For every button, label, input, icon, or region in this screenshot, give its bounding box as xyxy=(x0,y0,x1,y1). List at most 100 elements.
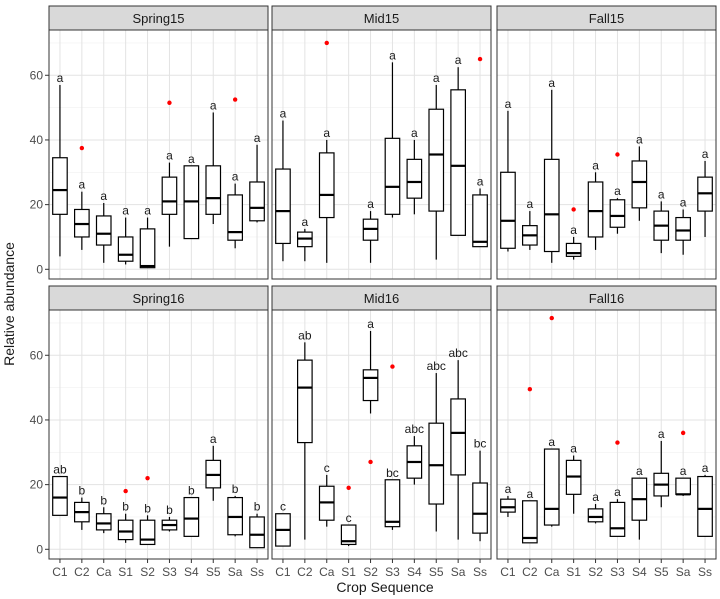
significance-label: a xyxy=(254,131,261,145)
y-tick-label: 60 xyxy=(30,348,44,362)
x-tick-label: Ss xyxy=(473,565,487,579)
y-tick-label: 0 xyxy=(36,542,43,556)
significance-label: a xyxy=(702,147,709,161)
significance-label: b xyxy=(188,484,195,498)
panel-strip xyxy=(496,5,717,31)
box-s5 xyxy=(205,165,222,215)
box-sa xyxy=(675,477,692,495)
significance-label: a xyxy=(592,158,599,172)
outlier-point xyxy=(167,100,172,105)
significance-label: b xyxy=(100,493,107,507)
box-ss xyxy=(249,181,265,222)
panel-mid15: Mid15 a a a a a a a a a xyxy=(271,5,492,280)
box-s3 xyxy=(609,199,626,228)
significance-label: a xyxy=(210,432,217,446)
box-s5 xyxy=(428,108,445,212)
significance-label: a xyxy=(367,317,374,331)
panel-strip xyxy=(496,285,717,311)
box-sa xyxy=(450,89,466,236)
box-ca xyxy=(543,158,560,253)
significance-label: a xyxy=(527,487,534,501)
box-s3 xyxy=(161,176,178,215)
x-tick-label: S5 xyxy=(206,565,221,579)
x-tick-label: Sa xyxy=(228,565,243,579)
significance-label: a xyxy=(527,197,534,211)
significance-label: a xyxy=(389,48,396,62)
x-tick-label: S4 xyxy=(407,565,422,579)
box-ca xyxy=(95,215,112,246)
significance-label: a xyxy=(367,197,374,211)
box-s5 xyxy=(428,422,445,505)
significance-label: a xyxy=(636,464,643,478)
significance-label: a xyxy=(79,178,86,192)
panel-border xyxy=(496,29,717,280)
y-tick-label: 20 xyxy=(30,198,44,212)
significance-label: a xyxy=(100,189,107,203)
significance-label: a xyxy=(614,485,621,499)
significance-label: a xyxy=(232,170,239,184)
box-s1 xyxy=(565,242,582,257)
box-s2 xyxy=(139,519,156,546)
significance-label: a xyxy=(280,107,287,121)
significance-label: a xyxy=(636,132,643,146)
x-tick-label: S1 xyxy=(341,565,356,579)
box-ss xyxy=(249,516,265,549)
outlier-point xyxy=(477,56,483,62)
box-c1 xyxy=(500,171,516,249)
panel-border xyxy=(271,309,492,560)
panel-strip xyxy=(48,5,269,31)
panel-border xyxy=(496,309,717,560)
x-tick-label: S2 xyxy=(588,565,603,579)
x-tick-label: S3 xyxy=(385,565,400,579)
outlier-point xyxy=(615,152,620,157)
significance-label: a xyxy=(210,98,217,112)
x-tick-label: S3 xyxy=(610,565,625,579)
box-s3 xyxy=(609,501,626,537)
significance-label: a xyxy=(57,71,64,85)
x-tick-label: C1 xyxy=(52,565,68,579)
box-ca xyxy=(318,152,335,219)
panel-fall15: Fall15 a a a a a a a a a a xyxy=(496,5,717,280)
significance-label: a xyxy=(477,174,484,188)
significance-label: c xyxy=(280,500,286,514)
significance-label: a xyxy=(548,76,555,90)
significance-label: a xyxy=(592,490,599,504)
x-tick-label: S2 xyxy=(140,565,155,579)
significance-label: b xyxy=(144,501,151,515)
box-s3 xyxy=(384,137,401,215)
box-s2 xyxy=(587,508,604,523)
significance-label: a xyxy=(702,461,709,475)
x-tick-label: C1 xyxy=(500,565,516,579)
box-ca xyxy=(543,448,560,526)
box-s1 xyxy=(117,236,134,262)
box-s2 xyxy=(139,228,156,269)
x-tick-label: S5 xyxy=(654,565,669,579)
significance-label: b xyxy=(166,503,173,517)
x-tick-label: C1 xyxy=(275,565,291,579)
panel-border xyxy=(271,29,492,280)
box-s2 xyxy=(362,369,379,402)
panel-title: Spring16 xyxy=(132,291,184,306)
x-tick-label: Sa xyxy=(451,565,466,579)
box-s3 xyxy=(384,479,401,528)
significance-label: a xyxy=(188,152,195,166)
significance-label: bc xyxy=(474,437,487,451)
significance-label: b xyxy=(254,500,261,514)
panel-border xyxy=(48,29,269,280)
x-tick-label: S4 xyxy=(632,565,647,579)
x-tick-label: S4 xyxy=(184,565,199,579)
significance-label: a xyxy=(323,126,330,140)
x-axis-label: Crop Sequence xyxy=(336,579,434,595)
box-s1 xyxy=(117,519,134,541)
significance-label: a xyxy=(166,149,173,163)
box-c1 xyxy=(500,498,516,513)
significance-label: a xyxy=(302,215,309,229)
outlier-point xyxy=(232,97,238,102)
outlier-point xyxy=(324,40,329,46)
x-tick-label: Ca xyxy=(319,565,335,579)
outlier-point xyxy=(549,315,554,321)
significance-label: b xyxy=(232,482,239,496)
box-ca xyxy=(95,513,112,531)
significance-label: a xyxy=(433,71,440,85)
